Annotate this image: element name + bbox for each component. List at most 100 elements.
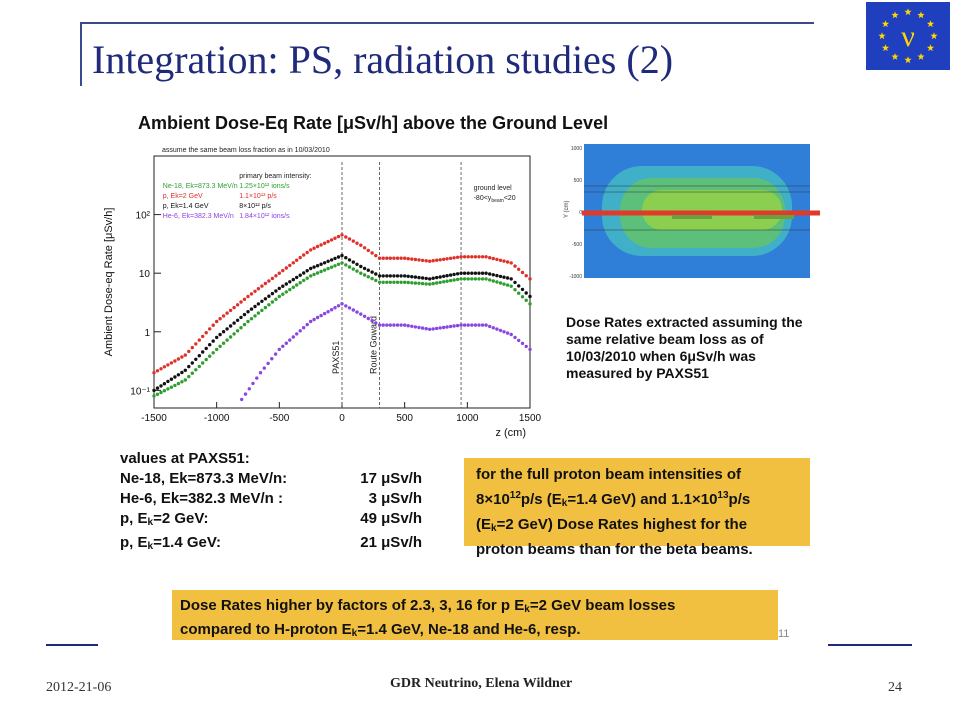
data-point	[173, 375, 177, 379]
data-point	[305, 322, 309, 327]
data-point	[319, 243, 323, 247]
data-point	[455, 272, 460, 276]
data-point	[309, 248, 313, 252]
data-point	[322, 311, 327, 316]
chart-heading: Ambient Dose-Eq Rate [μSv/h] above the G…	[138, 113, 609, 133]
data-point	[235, 318, 240, 322]
data-point	[442, 280, 446, 284]
data-point	[281, 292, 285, 296]
data-point	[204, 357, 208, 362]
data-point	[406, 280, 410, 285]
dose-map: Y (cm) 1000 500 0 -500 -1000	[562, 138, 820, 288]
data-point	[513, 288, 517, 292]
data-point	[344, 263, 348, 267]
label-sub: k	[147, 541, 154, 552]
star-icon	[904, 8, 912, 16]
data-point	[428, 259, 432, 263]
data-point	[302, 326, 306, 330]
data-point	[243, 392, 248, 396]
data-point	[388, 256, 392, 260]
data-point	[159, 367, 163, 371]
data-point	[399, 280, 403, 284]
data-point	[291, 335, 295, 339]
paxs-row-value: 3 μSv/h	[368, 490, 422, 507]
data-point	[194, 342, 198, 346]
paxs-row: p, Ek=1.4 GeV: 21 μSv/h	[120, 533, 422, 557]
proton-line: 8×1012p/s (Ek=1.4 GeV) and 1.1×1013p/s	[476, 485, 802, 514]
data-point	[351, 267, 355, 271]
map-ytick: 0	[579, 210, 582, 216]
data-point	[228, 335, 233, 339]
data-point	[256, 302, 261, 306]
data-point	[288, 280, 292, 284]
data-point	[239, 300, 243, 304]
plot-note: assume the same beam loss fraction as in…	[162, 147, 330, 154]
data-point	[420, 276, 425, 280]
data-point	[322, 241, 327, 245]
star-icon	[881, 44, 890, 52]
data-point	[410, 324, 414, 328]
data-point	[448, 324, 453, 329]
data-point	[284, 290, 288, 294]
data-point	[284, 266, 288, 270]
data-point	[491, 279, 495, 283]
data-point	[377, 274, 382, 278]
sub: k	[561, 498, 568, 509]
data-point	[267, 279, 271, 283]
star-icon	[878, 32, 886, 40]
data-point	[211, 323, 215, 327]
data-point	[448, 256, 453, 260]
sub: k	[491, 523, 497, 534]
data-point	[235, 329, 240, 333]
data-point	[190, 345, 194, 350]
data-point	[221, 341, 226, 345]
data-point	[466, 255, 470, 259]
data-point	[284, 341, 288, 345]
data-point	[359, 243, 363, 247]
data-point	[249, 292, 254, 296]
data-point	[413, 281, 418, 285]
text: p/s (E	[520, 491, 562, 508]
data-point	[351, 308, 355, 312]
data-point	[225, 311, 229, 315]
data-point	[336, 234, 341, 239]
legend-entry: Ne-18, Ek=873.3 MeV/n	[163, 183, 238, 190]
data-point	[277, 294, 281, 299]
data-point	[253, 314, 257, 318]
ground-level-range: -80<ybeam<20	[474, 195, 516, 204]
data-point	[288, 263, 292, 268]
data-point	[392, 323, 396, 327]
data-point	[208, 343, 212, 347]
data-point	[473, 271, 478, 275]
data-point	[477, 277, 481, 281]
legend-intensity: 1.25×10¹² ions/s	[239, 183, 290, 190]
data-point	[392, 274, 396, 278]
y-tick-label: 10⁻¹	[130, 386, 150, 397]
data-point	[253, 304, 257, 309]
data-point	[266, 361, 270, 366]
data-point	[470, 323, 474, 327]
data-point	[513, 280, 517, 285]
data-point	[462, 271, 467, 275]
dose-rate-plot: -1500 -1000 -500 0 500 1000 1500 10⁻¹ 1 10 10² z (c…	[98, 140, 550, 440]
data-point	[442, 274, 446, 278]
data-point	[305, 269, 309, 273]
data-point	[155, 386, 160, 390]
data-point	[370, 319, 374, 323]
data-point	[173, 359, 177, 363]
data-point	[315, 244, 320, 249]
data-point	[315, 264, 320, 268]
data-point	[260, 308, 264, 313]
data-point	[455, 277, 460, 282]
data-point	[270, 291, 275, 296]
data-point	[256, 311, 261, 315]
data-point	[298, 255, 302, 260]
data-point	[381, 280, 385, 284]
data-point	[455, 323, 460, 328]
data-point	[166, 363, 170, 367]
data-point	[420, 258, 425, 263]
proton-line: for the full proton beam intensities of	[476, 466, 742, 483]
data-point	[406, 257, 410, 261]
data-point	[452, 278, 456, 282]
data-point	[291, 261, 295, 265]
